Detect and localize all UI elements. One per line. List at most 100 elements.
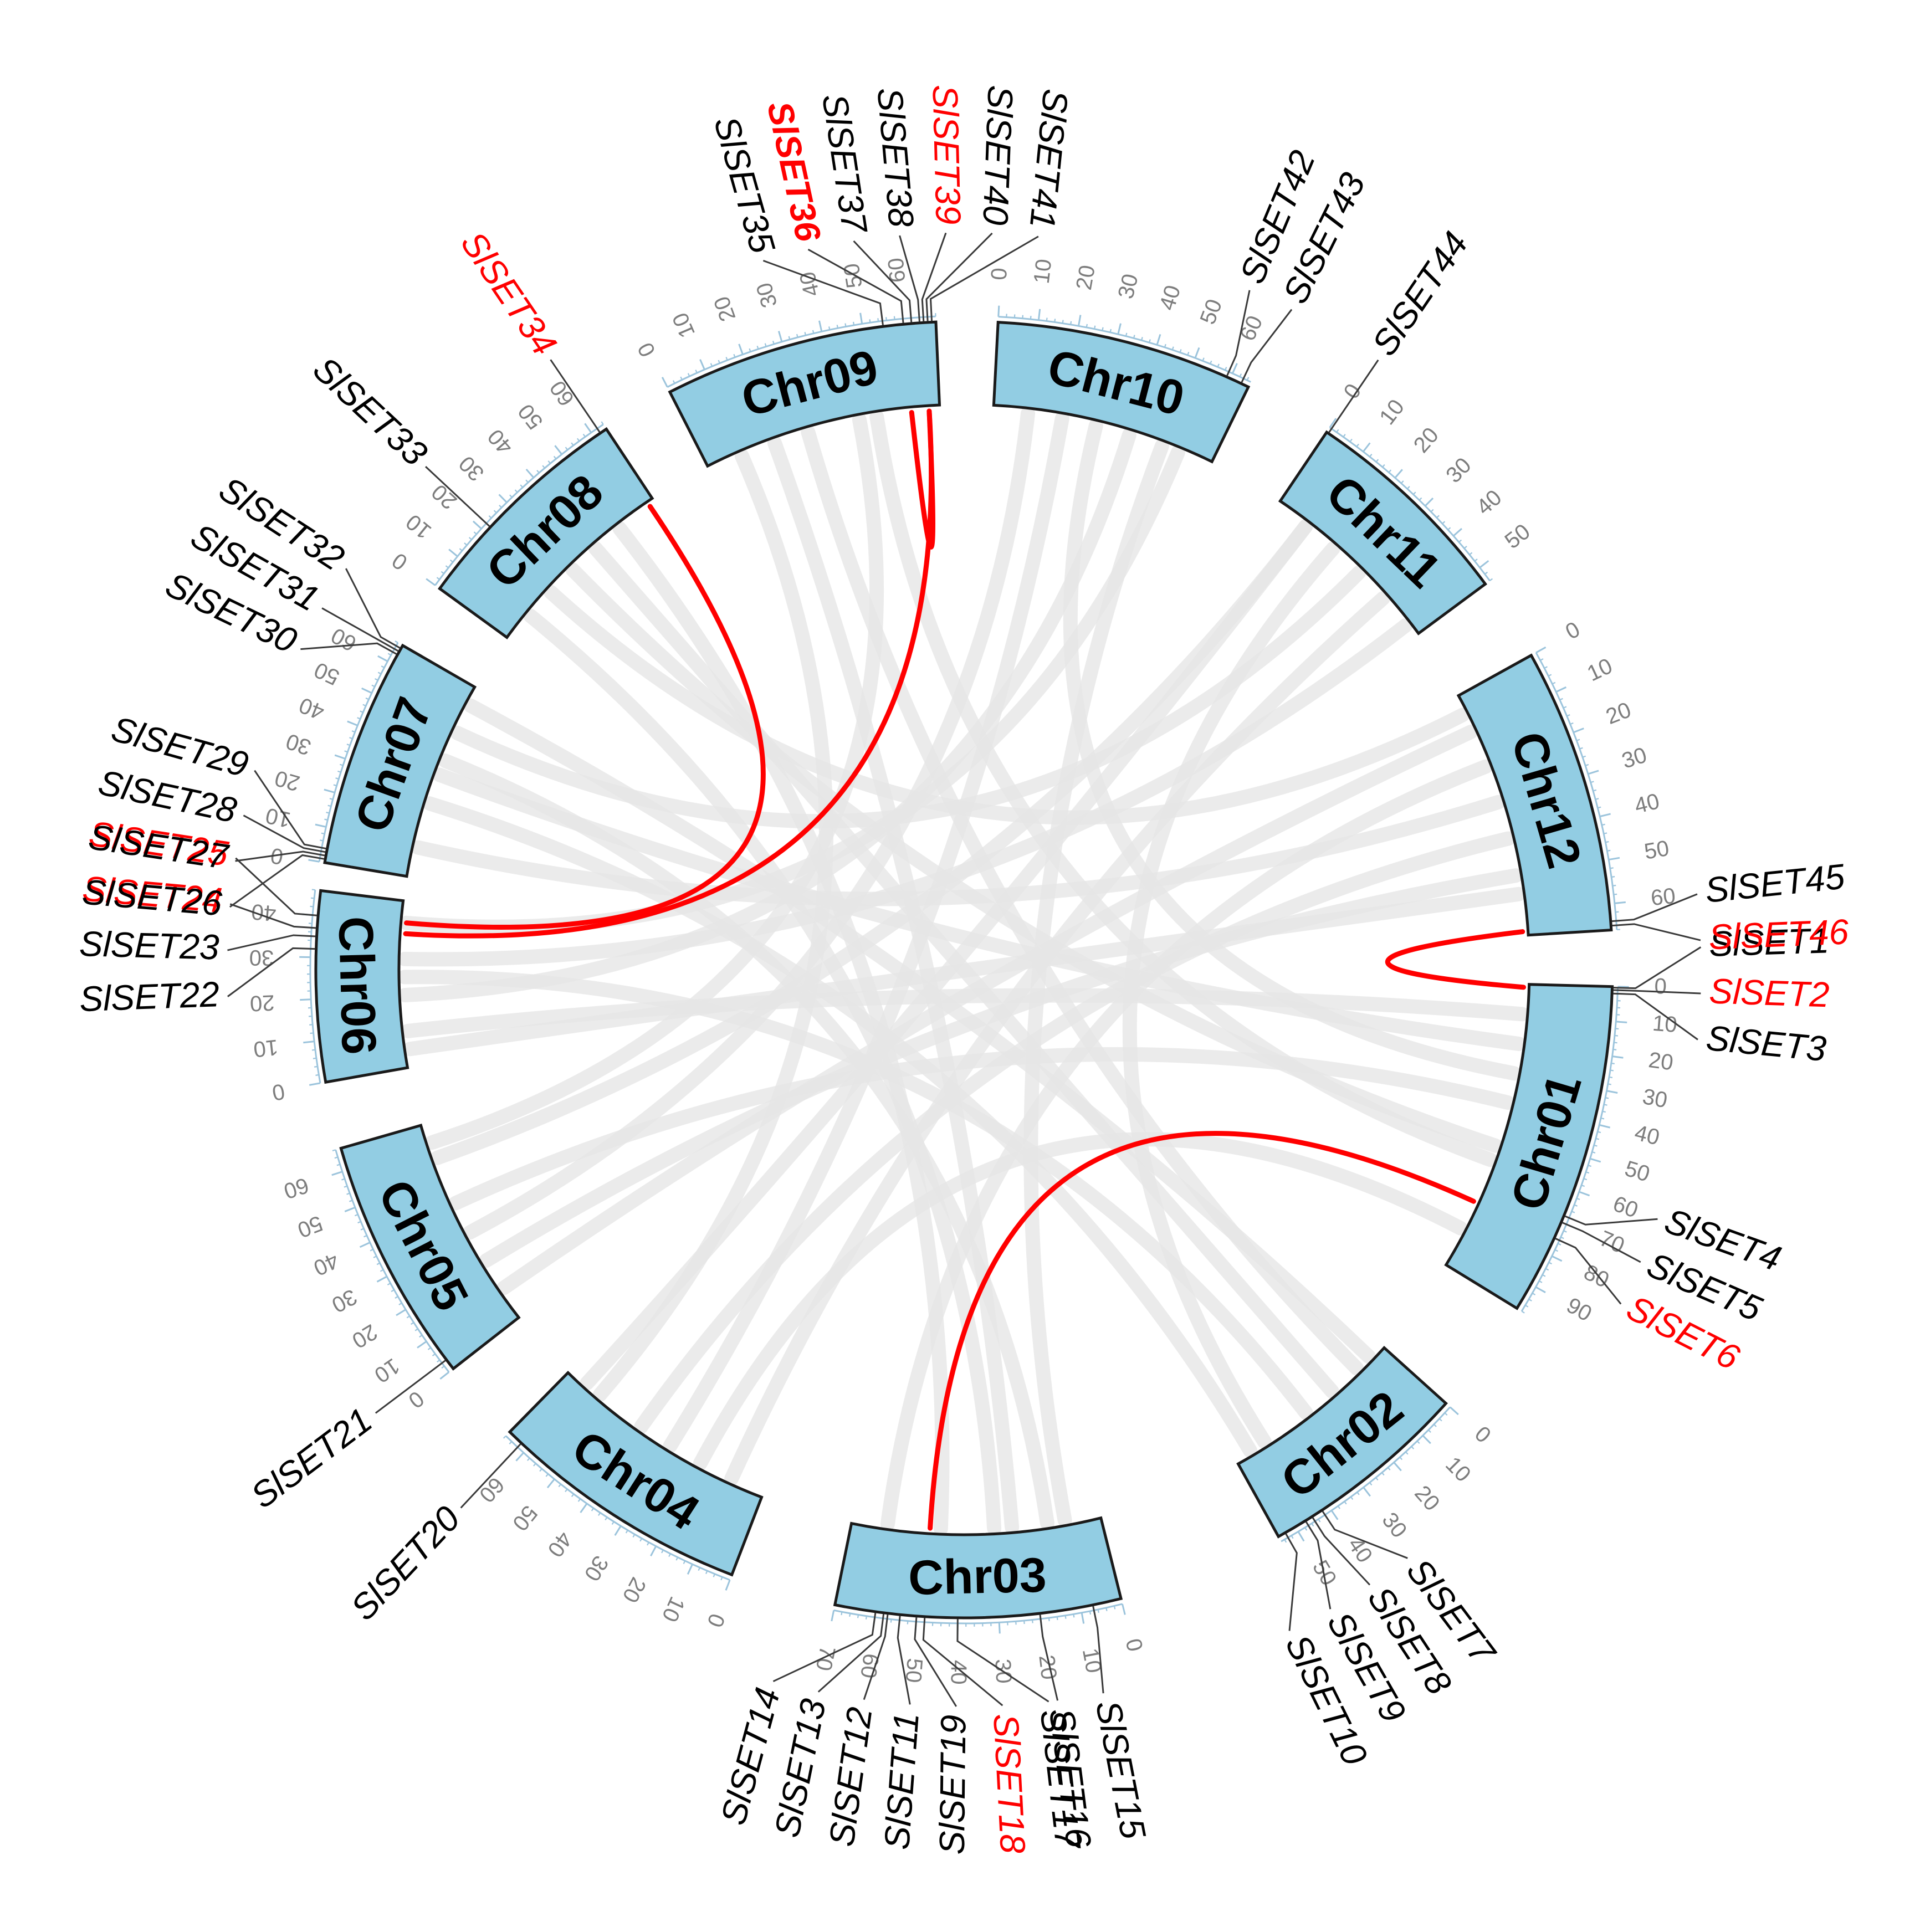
axis-tick bbox=[365, 697, 369, 700]
tick-label: 30 bbox=[1377, 1508, 1411, 1542]
gene-label: SlSET45 bbox=[1703, 856, 1847, 910]
tick-label: 40 bbox=[483, 424, 518, 459]
gene-label: SlSET40 bbox=[975, 84, 1021, 226]
axis-tick bbox=[1117, 323, 1122, 335]
axis-tick bbox=[503, 1435, 506, 1439]
chromosome-box bbox=[668, 320, 941, 468]
background-link bbox=[588, 541, 1339, 1399]
axis-tick bbox=[311, 889, 315, 891]
highlight-link bbox=[928, 1131, 1476, 1531]
axis-tick bbox=[1109, 329, 1112, 333]
axis-tick bbox=[321, 832, 325, 835]
tick-label: 50 bbox=[294, 1211, 326, 1242]
background-link bbox=[438, 753, 1054, 1530]
axis-tick bbox=[1590, 781, 1594, 783]
axis-tick bbox=[1607, 849, 1611, 852]
axis-tick bbox=[1337, 1505, 1341, 1509]
gene-label: SlSET11 bbox=[877, 1711, 926, 1851]
gene-slset20: SlSET20 bbox=[343, 1443, 521, 1628]
gene-connector bbox=[899, 235, 920, 322]
tick-label: 10 bbox=[1584, 654, 1616, 686]
gene-connector bbox=[550, 359, 601, 433]
axis-tick bbox=[308, 859, 320, 863]
gene-label: SlSET46 bbox=[1708, 911, 1850, 957]
axis-tick bbox=[334, 1156, 338, 1159]
axis-tick bbox=[375, 678, 378, 681]
axis-tick bbox=[1544, 666, 1548, 669]
axis-arc bbox=[318, 642, 399, 862]
axis-tick bbox=[796, 334, 798, 338]
axis-tick bbox=[1579, 1191, 1590, 1197]
gene-connector bbox=[460, 1443, 521, 1509]
tick-label: 60 bbox=[474, 1472, 509, 1507]
tick-label: 40 bbox=[542, 1527, 577, 1561]
axis-tick bbox=[432, 1353, 436, 1357]
tick-label: 70 bbox=[811, 1644, 840, 1673]
axis-tick bbox=[1449, 1406, 1459, 1416]
axis-tick bbox=[1411, 1446, 1415, 1449]
axis-tick bbox=[725, 357, 728, 361]
axis-tick bbox=[565, 447, 569, 450]
axis-tick bbox=[303, 1041, 315, 1044]
axis-tick bbox=[1602, 1110, 1606, 1113]
background-link bbox=[612, 521, 950, 1536]
tick-label: 30 bbox=[752, 280, 782, 310]
axis-tick bbox=[668, 1553, 671, 1557]
tick-label: 30 bbox=[580, 1551, 613, 1585]
tick-label: 50 bbox=[310, 657, 343, 690]
axis-tick bbox=[1599, 813, 1611, 818]
axis-tick bbox=[553, 455, 557, 459]
axis-tick bbox=[1521, 1310, 1525, 1314]
axis-tick bbox=[520, 484, 524, 488]
background-link bbox=[463, 698, 1376, 1364]
axis-tick bbox=[683, 1560, 686, 1564]
gene-slset44: SlSET44 bbox=[1328, 224, 1476, 433]
axis-tick bbox=[554, 445, 562, 455]
axis-tick bbox=[1566, 714, 1570, 717]
axis-tick bbox=[335, 777, 339, 780]
axis-tick bbox=[611, 1521, 615, 1525]
gene-label: SlSET33 bbox=[305, 349, 435, 473]
gene-slset46: SlSET46 bbox=[1612, 911, 1850, 957]
gene-connector bbox=[1039, 1614, 1059, 1701]
axis-tick bbox=[1056, 1616, 1058, 1621]
axis-tick bbox=[448, 549, 458, 557]
axis-tick bbox=[332, 1149, 336, 1151]
axis-tick bbox=[437, 1359, 441, 1363]
chromosome-box bbox=[1278, 430, 1488, 636]
axis-tick bbox=[718, 360, 720, 363]
gene-label: SlSET39 bbox=[925, 84, 968, 225]
gene-label: SlSET23 bbox=[79, 924, 220, 967]
gene-label: SlSET34 bbox=[453, 224, 565, 362]
axis-tick bbox=[1122, 1603, 1126, 1615]
gene-slset45: SlSET45 bbox=[1611, 856, 1847, 923]
gene-connector bbox=[772, 1612, 877, 1682]
axis-tick bbox=[1542, 1274, 1546, 1277]
tick-label: 40 bbox=[296, 693, 328, 724]
gene-label: SlSET2 bbox=[1708, 971, 1830, 1014]
axis-tick bbox=[464, 542, 468, 546]
axis-tick bbox=[545, 1473, 549, 1477]
axis-tick bbox=[725, 1580, 731, 1591]
axis-tick bbox=[1585, 1171, 1590, 1174]
axis-tick bbox=[1239, 373, 1242, 377]
axis-tick bbox=[1400, 480, 1404, 484]
axis-tick bbox=[1581, 1185, 1585, 1187]
axis-tick bbox=[357, 717, 361, 720]
axis-tick bbox=[1489, 578, 1493, 581]
gene-connector bbox=[929, 235, 1039, 321]
gene-connector bbox=[243, 814, 326, 853]
gene-connector bbox=[817, 1613, 885, 1693]
axis-tick bbox=[406, 1315, 410, 1319]
axis-tick bbox=[525, 479, 529, 483]
axis-tick bbox=[376, 1262, 381, 1265]
tick-label: 0 bbox=[987, 267, 1012, 281]
axis-tick bbox=[441, 1365, 445, 1369]
background-link bbox=[411, 795, 1506, 906]
axis-tick bbox=[844, 323, 847, 327]
tick-label: 20 bbox=[617, 1574, 651, 1607]
axis-tick bbox=[1387, 1467, 1391, 1470]
axis-tick bbox=[1616, 1021, 1627, 1023]
